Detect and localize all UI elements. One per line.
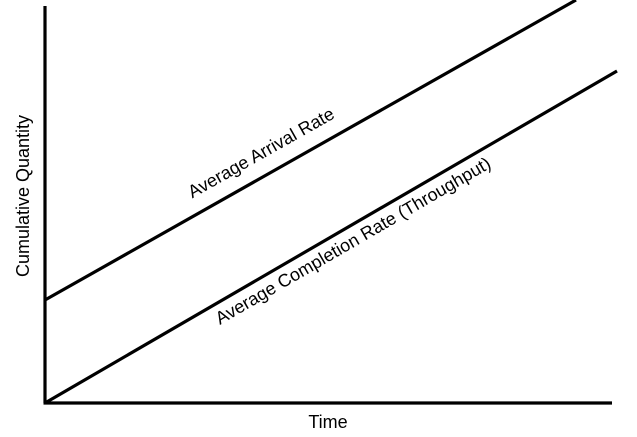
completion-rate-line bbox=[44, 69, 618, 405]
y-axis-title: Cumulative Quantity bbox=[13, 115, 33, 277]
arrival-rate-label: Average Arrival Rate bbox=[184, 104, 337, 202]
arrival-rate-line bbox=[44, 0, 577, 302]
completion-rate-label: Average Completion Rate (Throughput) bbox=[212, 153, 494, 328]
x-axis-title: Time bbox=[308, 412, 347, 432]
